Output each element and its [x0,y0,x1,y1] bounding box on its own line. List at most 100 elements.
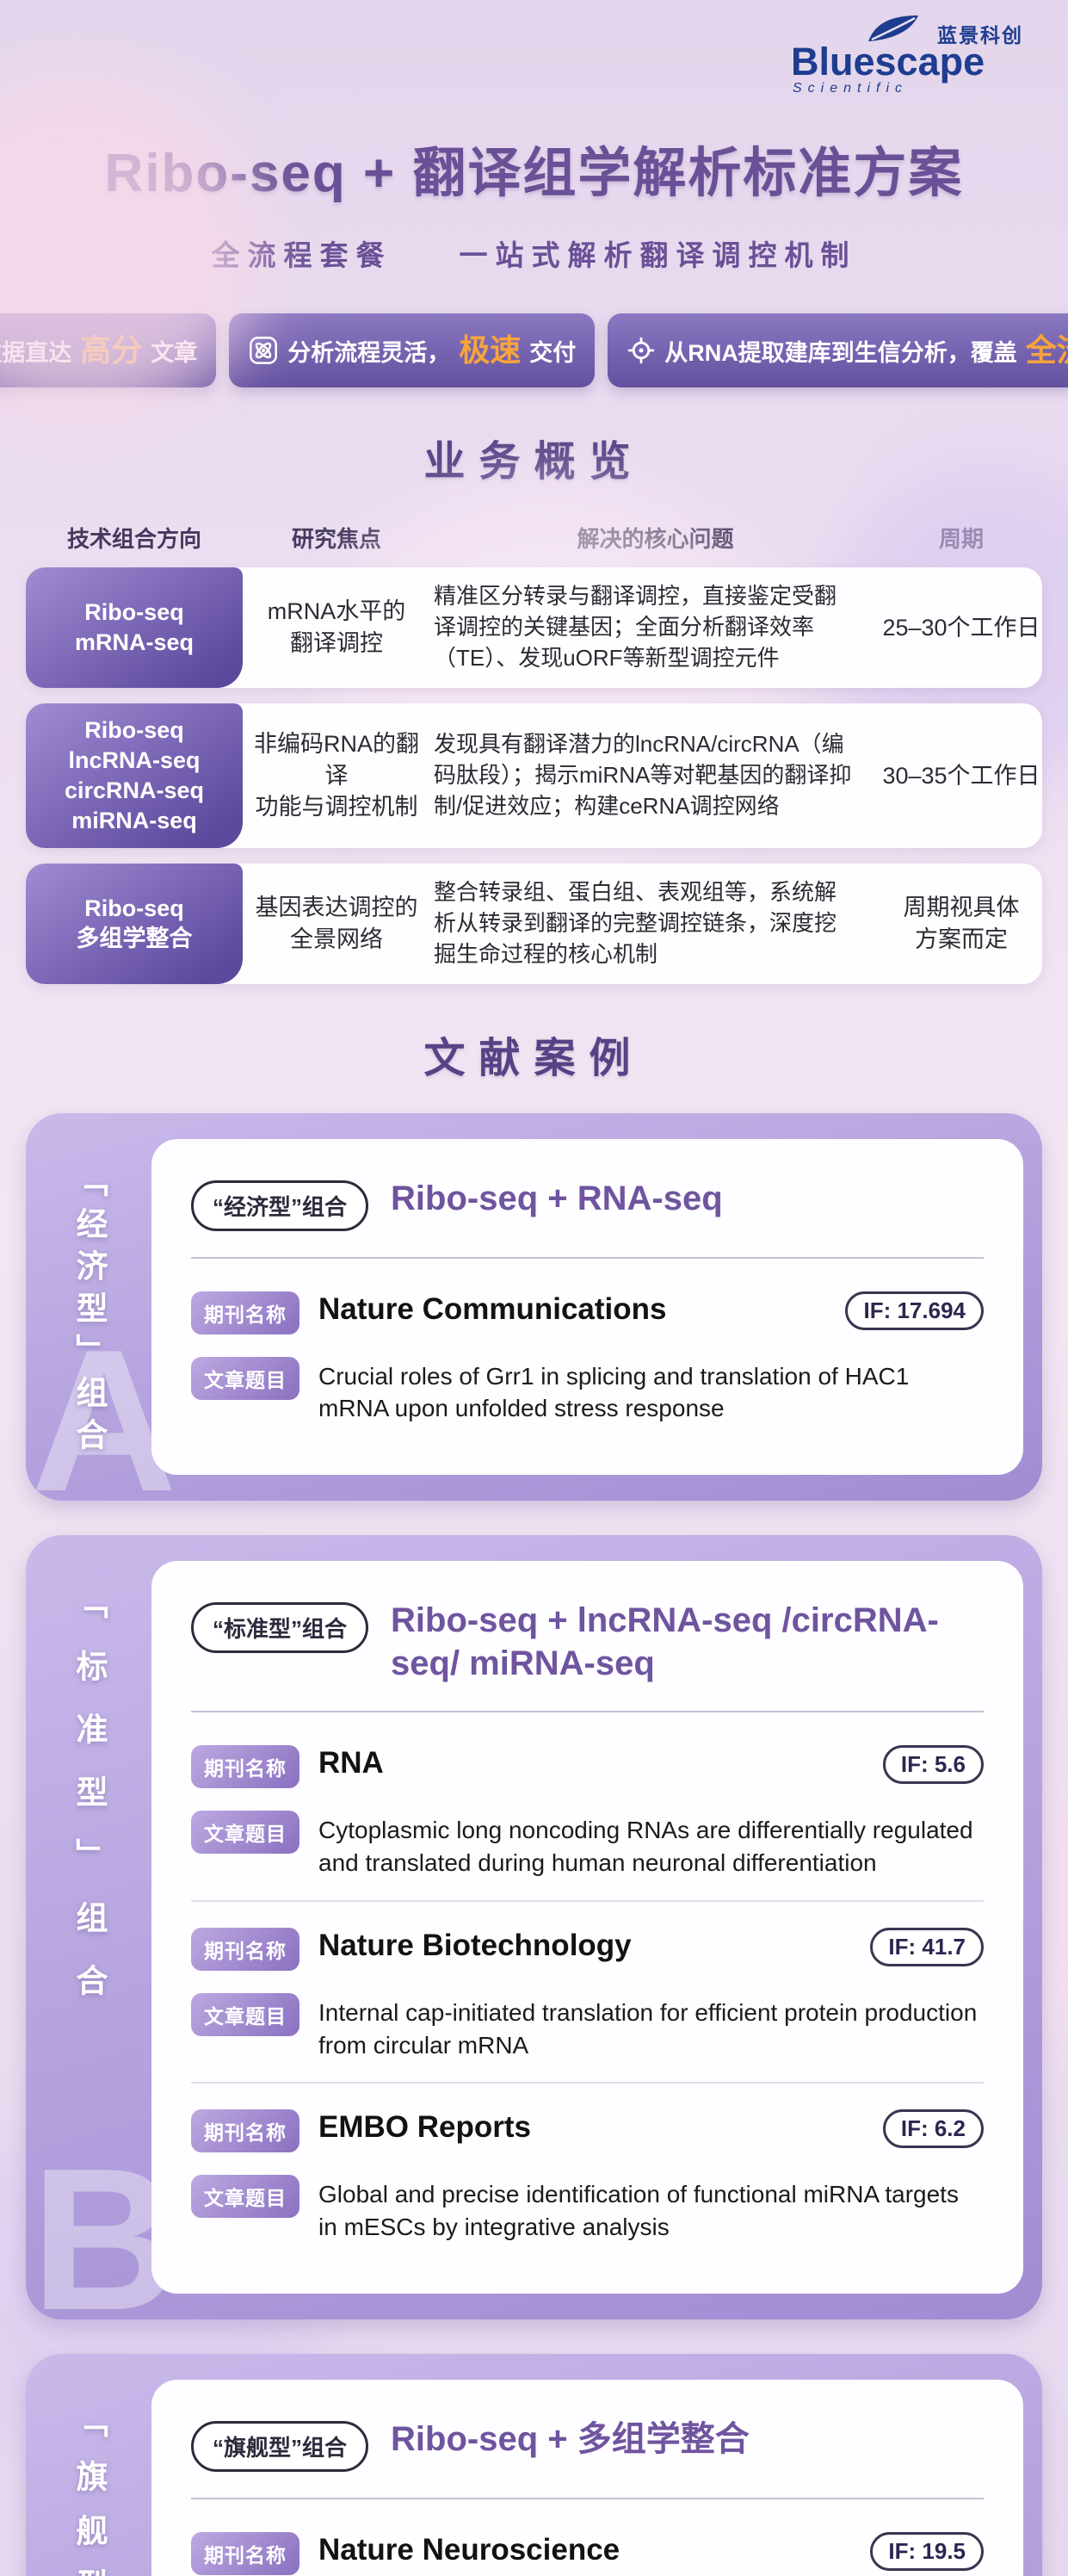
impact-factor-badge: IF: 41.7 [870,1927,984,1966]
column-header: 解决的核心问题 [577,526,734,552]
atom-icon [250,337,278,364]
case-card-body: “经济型”组合 Ribo-seq + RNA-seq 期刊名称 Nature C… [151,1138,1023,1476]
article-title: Internal cap-initiated translation for e… [318,1998,978,2059]
journal-label: 期刊名称 [191,1745,299,1789]
case-card-standard: B 「标准型」组合 “标准型”组合 Ribo-seq + lncRNA-seq … [26,1535,1042,2340]
overview-table-header: 技术组合方向 研究焦点 解决的核心问题 周期 [26,510,1042,567]
publication-entry: 期刊名称 Nature Biotechnology IF: 41.7 文章题目 … [191,1899,984,2071]
overview-table: 技术组合方向 研究焦点 解决的核心问题 周期 Ribo-seq mRNA-seq… [26,510,1042,984]
journal-label: 期刊名称 [191,1291,299,1334]
turnaround-time: 周期视具体 方案而定 [903,895,1020,952]
tech-combo-pill: Ribo-seq mRNA-seq [26,567,243,688]
journal-name: Nature Biotechnology [318,1928,632,1962]
core-problem: 整合转录组、蛋白组、表观组等，系统解析从转录到翻译的完整调控链条，深度挖掘生命过… [434,879,837,967]
journal-row: 期刊名称 EMBO Reports IF: 6.2 [191,2109,984,2153]
impact-factor-badge: IF: 19.5 [870,2532,984,2571]
badge-text: 文章 [151,339,198,366]
column-header: 技术组合方向 [66,526,201,552]
impact-factor-badge: IF: 6.2 [882,2109,984,2149]
article-label: 文章题目 [191,1992,299,2036]
tech-combo-pill: Ribo-seq 多组学整合 [26,864,243,984]
badge-high-score: 数据直达高分文章 [0,313,217,387]
combo-title: Ribo-seq + 多组学整合 [391,2420,750,2458]
article-label: 文章题目 [191,1356,299,1400]
badge-highlight: 高分 [80,332,143,368]
case-side-label: 「经济型」组合 [26,1113,151,1502]
section-title-overview: 业务概览 [423,439,645,485]
case-card-body: “标准型”组合 Ribo-seq + lncRNA-seq /circRNA-s… [151,1561,1023,2294]
core-problem: 发现具有翻译潜力的lncRNA/circRNA（编码肽段）；揭示miRNA等对靶… [434,731,852,819]
table-row: Ribo-seq lncRNA-seq circRNA-seq miRNA-se… [26,703,1042,848]
publication-entry: 期刊名称 Nature Communications IF: 17.694 文章… [191,1266,984,1434]
case-card-economic: A 「经济型」组合 “经济型”组合 Ribo-seq + RNA-seq 期刊名… [26,1112,1042,1521]
journal-label: 期刊名称 [191,1927,299,1971]
article-row: 文章题目 Internal cap-initiated translation … [191,1992,984,2062]
badge-full-pipeline: 从RNA提取建库到生信分析，覆盖全流程 [608,313,1068,387]
badge-text: 从RNA提取建库到生信分析，覆盖 [664,339,1017,366]
journal-row: 期刊名称 Nature Neuroscience IF: 19.5 [191,2532,984,2575]
case-card-flagship: 「旗舰型」组合 “旗舰型”组合 Ribo-seq + 多组学整合 期刊名称 Na… [26,2354,1042,2576]
publication-entry: 期刊名称 EMBO Reports IF: 6.2 文章题目 Global an… [191,2082,984,2252]
article-title: Cytoplasmic long noncoding RNAs are diff… [318,1817,973,1877]
badge-text: 分析流程灵活， [287,339,451,366]
table-row: Ribo-seq 多组学整合 基因表达调控的 全景网络 整合转录组、蛋白组、表观… [26,864,1042,984]
article-row: 文章题目 Cytoplasmic long noncoding RNAs are… [191,1811,984,1879]
case-side-text: 「标准型」组合 [71,1587,107,2028]
case-side-label: 「标准型」组合 [26,1535,151,2319]
subtitle-part-1: 全流程套餐 [211,239,392,271]
badge-fast-delivery: 分析流程灵活， 极速 交付 [229,313,596,387]
page-subtitle: 全流程套餐 一站式解析翻译调控机制 [0,232,1068,274]
divider [191,1711,984,1713]
journal-name: RNA [318,1746,384,1780]
article-label: 文章题目 [191,1811,299,1855]
subtitle-part-2: 一站式解析翻译调控机制 [459,239,857,271]
turnaround-time: 25–30个工作日 [882,614,1040,641]
publication-entry: 期刊名称 RNA IF: 5.6 文章题目 Cytoplasmic long n… [191,1719,984,1888]
leaf-icon [868,15,918,41]
journal-row: 期刊名称 Nature Communications IF: 17.694 [191,1291,984,1334]
impact-factor-badge: IF: 17.694 [845,1291,984,1330]
brand-name-cn: 蓝景科创 [937,24,1023,46]
column-header: 研究焦点 [291,526,381,552]
case-side-text: 「经济型」组合 [71,1164,107,1460]
brand-logo: 蓝景科创 Bluescape Scientific [791,14,1023,100]
badge-text: 数据直达 [0,339,72,366]
section-title-cases: 文献案例 [423,1035,645,1081]
journal-name: EMBO Reports [318,2110,531,2145]
impact-factor-badge: IF: 5.6 [882,1745,984,1785]
publication-entry: 期刊名称 Nature Neuroscience IF: 19.5 文章题目 D… [191,2506,984,2576]
case-side-label: 「旗舰型」组合 [26,2354,151,2576]
research-focus: 基因表达调控的 全景网络 [255,895,418,952]
combo-title: Ribo-seq + RNA-seq [391,1179,723,1217]
column-header: 周期 [938,526,984,552]
turnaround-time: 30–35个工作日 [882,762,1040,789]
table-row: Ribo-seq mRNA-seq mRNA水平的 翻译调控 精准区分转录与翻译… [26,567,1042,688]
combo-tag: “经济型”组合 [191,1180,369,1231]
combo-tag: “标准型”组合 [191,1602,369,1654]
badge-highlight: 全流程 [1025,332,1068,368]
combo-title: Ribo-seq + lncRNA-seq /circRNA-seq/ miRN… [391,1601,939,1683]
article-title: Crucial roles of Grr1 in splicing and tr… [318,1362,910,1422]
core-problem: 精准区分转录与翻译调控，直接鉴定受翻译调控的关键基因；全面分析翻译效率（TE）、… [434,583,837,671]
research-focus: mRNA水平的 翻译调控 [267,598,406,656]
article-title: Global and precise identification of fun… [318,2181,959,2241]
case-side-text: 「旗舰型」组合 [65,2406,112,2576]
journal-label: 期刊名称 [191,2532,299,2575]
divider [191,1256,984,1259]
tech-combo-pill: Ribo-seq lncRNA-seq circRNA-seq miRNA-se… [26,703,243,848]
journal-name: Nature Neuroscience [318,2533,620,2567]
article-label: 文章题目 [191,2175,299,2219]
case-header: “经济型”组合 Ribo-seq + RNA-seq [191,1177,984,1231]
journal-row: 期刊名称 RNA IF: 5.6 [191,1745,984,1789]
badge-highlight: 极速 [459,332,522,368]
case-header: “旗舰型”组合 Ribo-seq + 多组学整合 [191,2418,984,2472]
article-row: 文章题目 Global and precise identification o… [191,2175,984,2244]
page-title: Ribo-seq + 翻译组学解析标准方案 [104,144,964,203]
combo-tag: “旗舰型”组合 [191,2421,369,2472]
case-header: “标准型”组合 Ribo-seq + lncRNA-seq /circRNA-s… [191,1599,984,1685]
target-icon [627,337,655,364]
journal-name: Nature Communications [318,1291,667,1326]
brand-name: Bluescape [791,40,985,84]
